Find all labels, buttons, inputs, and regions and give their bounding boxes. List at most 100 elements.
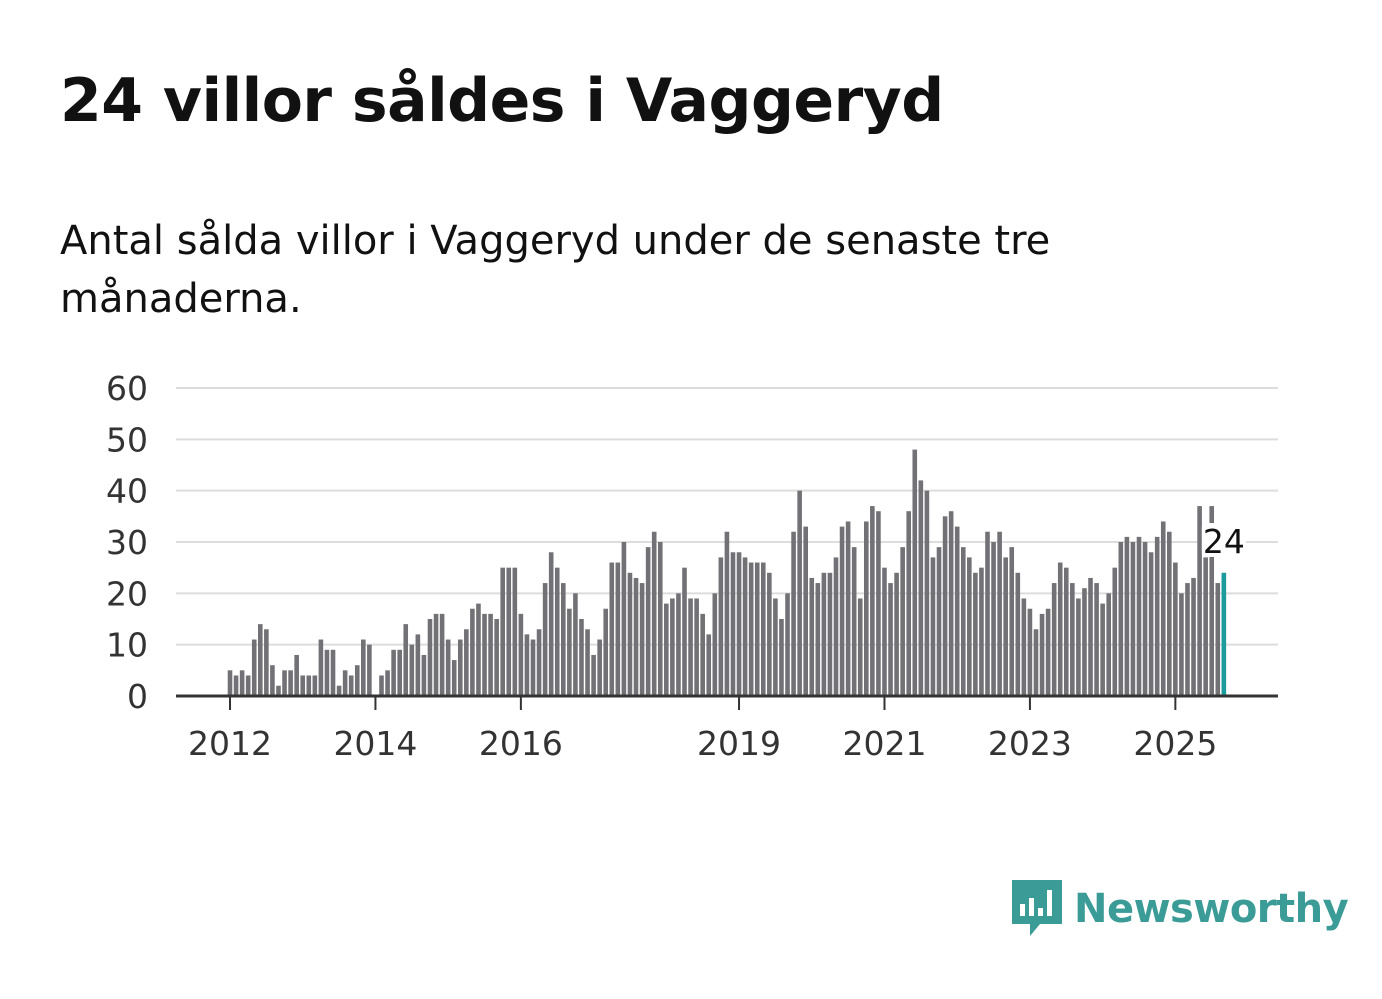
highlight-annotation: 24 (1201, 522, 1246, 561)
bar (1063, 567, 1069, 696)
y-tick-label: 30 (106, 523, 148, 562)
bar (1094, 583, 1099, 696)
bar (942, 516, 948, 696)
bar (427, 619, 433, 696)
bar (621, 542, 627, 696)
bar (561, 583, 566, 696)
bar (785, 593, 790, 696)
bar (997, 531, 1002, 696)
bar (773, 598, 778, 696)
bar (264, 629, 269, 696)
bar (318, 639, 324, 696)
bar (464, 629, 469, 696)
bar (494, 619, 499, 696)
bar (233, 675, 239, 696)
bar (736, 552, 742, 696)
bar (451, 660, 457, 696)
bar (912, 449, 918, 696)
chart-subtitle: Antal sålda villor i Vaggeryd under de s… (60, 218, 1051, 322)
bar (245, 675, 251, 696)
bar (476, 603, 481, 696)
bar (1203, 557, 1208, 696)
bar (1142, 542, 1148, 696)
bar (645, 547, 651, 696)
bar (1215, 583, 1221, 696)
x-tick-label: 2025 (1133, 724, 1217, 763)
bar (1209, 506, 1215, 696)
bar (1179, 593, 1184, 696)
bar (367, 644, 372, 696)
bar (1070, 583, 1075, 696)
bar (639, 583, 645, 696)
bar (767, 572, 772, 696)
bar (361, 639, 366, 696)
bar (979, 567, 984, 696)
y-tick-labels: 0 10 20 30 40 50 60 (106, 369, 148, 716)
bars (227, 449, 1227, 696)
bar (851, 547, 857, 696)
y-tick-label: 40 (106, 472, 148, 511)
bar (900, 547, 905, 696)
bar (421, 654, 427, 696)
bar (694, 598, 699, 696)
bar (336, 685, 342, 696)
bar (870, 506, 875, 696)
bar (1112, 567, 1118, 696)
bar (712, 593, 718, 696)
bar (488, 613, 493, 696)
bar (985, 531, 990, 696)
bar (1027, 608, 1033, 696)
y-tick-label: 0 (127, 677, 148, 716)
bar (676, 593, 681, 696)
bar (1185, 583, 1190, 696)
bar (239, 670, 245, 696)
bar (500, 567, 505, 696)
bar (251, 639, 257, 696)
bar (1051, 583, 1057, 696)
bar (688, 598, 693, 696)
bar (876, 511, 881, 696)
bar (857, 598, 863, 696)
bar (779, 619, 784, 696)
bar (748, 562, 754, 696)
bar (924, 490, 930, 696)
bar (742, 557, 748, 696)
bar (282, 670, 287, 696)
bar (415, 634, 421, 696)
bar (554, 567, 560, 696)
bar (682, 567, 687, 696)
bar (548, 552, 554, 696)
bar (1154, 536, 1160, 696)
bar (1100, 603, 1105, 696)
bar (967, 557, 972, 696)
bar (700, 613, 705, 696)
bar (1057, 562, 1063, 696)
bar (391, 649, 396, 696)
bar (1191, 577, 1196, 696)
bar (633, 577, 639, 696)
y-tick-label: 10 (106, 626, 148, 665)
bar (651, 531, 657, 696)
y-tick-label: 20 (106, 574, 148, 613)
bar (894, 572, 899, 696)
bar (809, 577, 815, 696)
bar (973, 572, 978, 696)
bar (536, 629, 542, 696)
bar (724, 531, 730, 696)
bar (815, 583, 821, 696)
bar (506, 567, 512, 696)
newsworthy-logo-text: Newsworthy (1074, 886, 1349, 932)
bar (300, 675, 306, 696)
bar (354, 665, 360, 696)
bar (670, 598, 675, 696)
bar (754, 562, 760, 696)
bar (1167, 531, 1172, 696)
bar (1173, 562, 1178, 696)
bar (1197, 506, 1202, 696)
bar (409, 644, 415, 696)
bar (936, 547, 942, 696)
highlight-bar (1221, 572, 1227, 696)
bar (864, 521, 869, 696)
bar (518, 613, 524, 696)
bar (1130, 542, 1136, 696)
